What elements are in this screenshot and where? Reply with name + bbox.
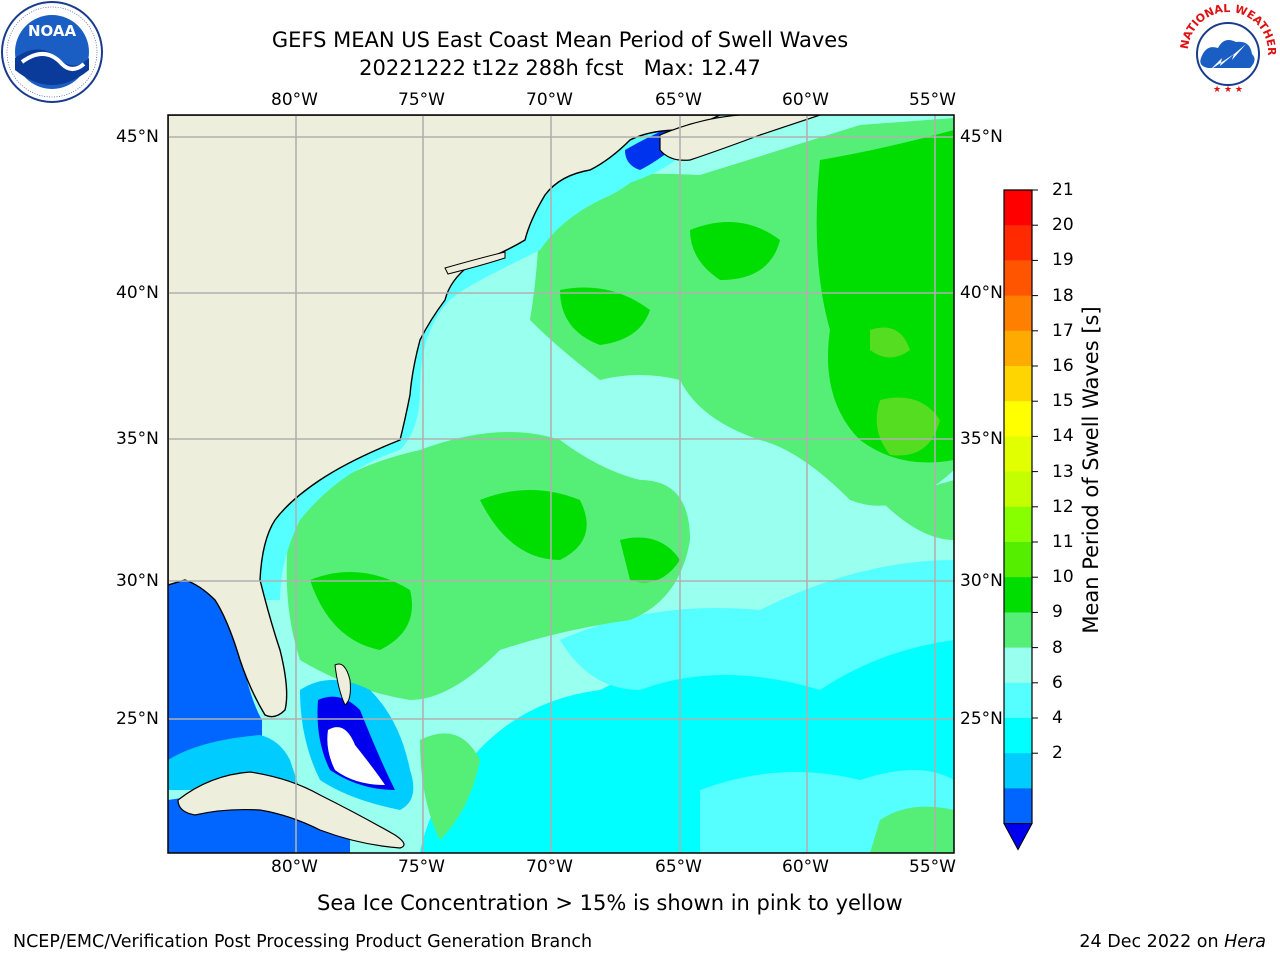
period-region-10-11-d (816, 130, 954, 463)
chart-title: GEFS MEAN US East Coast Mean Period of S… (271, 28, 849, 52)
chart-subtitle: 20221222 t12z 288h fcst Max: 12.47 (359, 56, 761, 80)
lat-label-right-40n: 40°N (960, 283, 1003, 303)
lon-label-top-65w: 65°W (655, 90, 702, 110)
lon-label-bottom-65w: 65°W (655, 857, 702, 877)
land-us (168, 115, 721, 718)
colorbar-swatch (1004, 682, 1032, 719)
colorbar-tick-label: 11 (1052, 532, 1074, 552)
footer-date-text: 24 Dec 2022 on (1079, 932, 1225, 952)
land-long-island (444, 251, 506, 275)
land-bahamas (334, 663, 351, 706)
nws-logo-icon: NATIONAL WEATHER SERVICE ★ ★ ★ (1176, 0, 1278, 98)
colorbar-swatch (1004, 506, 1032, 543)
lat-label-left-30n: 30°N (116, 571, 159, 591)
sea-ice-caption: Sea Ice Concentration > 15% is shown in … (317, 891, 903, 915)
period-region-10-11-b (480, 490, 587, 560)
colorbar-swatch (1004, 260, 1032, 297)
lon-label-bottom-80w: 80°W (271, 857, 318, 877)
lon-label-top-60w: 60°W (782, 90, 829, 110)
colorbar-tick-label: 6 (1052, 672, 1063, 693)
lat-label-left-35n: 35°N (116, 429, 159, 449)
colorbar (1003, 189, 1038, 851)
lon-label-bottom-75w: 75°W (398, 857, 445, 877)
noaa-logo-icon: NOAA (1, 1, 103, 103)
lon-label-top-55w: 55°W (909, 90, 956, 110)
period-region-6-8 (560, 560, 954, 690)
colorbar-swatch (1004, 647, 1032, 684)
colorbar-tick-label: 18 (1052, 285, 1074, 306)
colorbar-tick-label: 12 (1052, 496, 1074, 517)
period-region-10-11-c (560, 287, 650, 345)
period-region-9-10-se (870, 806, 954, 853)
colorbar-label: Mean Period of Swell Waves [s] (1079, 306, 1103, 633)
period-region-11-12-a (876, 397, 940, 456)
period-region-10-11-e (690, 222, 780, 280)
lon-label-bottom-55w: 55°W (909, 857, 956, 877)
gulf-region-2-4 (168, 580, 262, 775)
period-region-10-11-a (310, 572, 412, 650)
colorbar-tick-label: 19 (1052, 250, 1074, 271)
colorbar-swatch (1004, 718, 1032, 754)
colorbar-tick-label: 14 (1052, 426, 1074, 447)
lon-label-top-75w: 75°W (398, 90, 445, 110)
footer-credit: NCEP/EMC/Verification Post Processing Pr… (13, 932, 593, 952)
footer-date: 24 Dec 2022 on Hera (1079, 932, 1266, 952)
noaa-logo-text: NOAA (28, 22, 77, 40)
land-cuba (177, 771, 405, 849)
colorbar-tick-label: 8 (1052, 637, 1063, 658)
colorbar-swatch (1004, 225, 1032, 261)
lon-label-top-70w: 70°W (526, 90, 573, 110)
colorbar-swatch (1004, 542, 1032, 578)
colorbar-tick-label: 16 (1052, 356, 1074, 376)
map-area (168, 115, 954, 853)
colorbar-swatch (1004, 577, 1032, 613)
colorbar-tick-label: 20 (1052, 215, 1074, 236)
lat-label-right-45n: 45°N (960, 127, 1003, 147)
colorbar-tick-label: 4 (1052, 708, 1063, 728)
colorbar-tick-label: 13 (1052, 461, 1074, 482)
colorbar-swatch (1004, 436, 1032, 473)
bahamas-shallow-white (327, 727, 385, 785)
lon-label-top-80w: 80°W (271, 90, 318, 110)
colorbar-tick-label: 9 (1052, 602, 1063, 623)
lat-label-left-45n: 45°N (116, 127, 159, 147)
lat-label-left-25n: 25°N (116, 709, 159, 729)
colorbar-swatch (1004, 753, 1032, 789)
colorbar-tick-label: 21 (1052, 180, 1074, 200)
colorbar-tick-label: 2 (1052, 743, 1063, 764)
colorbar-tick-label: 17 (1052, 320, 1074, 341)
lat-label-right-25n: 25°N (960, 709, 1003, 729)
colorbar-swatch (1004, 190, 1032, 226)
colorbar-swatch (1004, 788, 1032, 825)
lon-label-bottom-60w: 60°W (782, 857, 829, 877)
lat-label-right-30n: 30°N (960, 571, 1003, 591)
graticule (168, 115, 954, 853)
svg-text:★ ★ ★: ★ ★ ★ (1213, 85, 1243, 95)
colorbar-swatch (1004, 401, 1032, 437)
lat-label-left-40n: 40°N (116, 283, 159, 303)
map-frame (167, 114, 955, 854)
period-region-11-12-b (870, 327, 910, 358)
colorbar-swatch (1004, 330, 1032, 367)
footer-host: Hera (1224, 932, 1266, 952)
colorbar-under-arrow (1003, 823, 1033, 851)
colorbar-tick-label: 10 (1052, 567, 1074, 588)
colorbar-swatch (1004, 295, 1032, 332)
lon-label-bottom-70w: 70°W (526, 857, 573, 877)
period-region-9-10-sw (420, 733, 480, 840)
period-region-10-11-f (620, 537, 680, 583)
colorbar-tick-label: 15 (1052, 391, 1074, 412)
lat-label-right-35n: 35°N (960, 429, 1003, 449)
colorbar-swatch (1004, 366, 1032, 402)
colorbar-swatch (1004, 471, 1032, 508)
colorbar-swatch (1004, 612, 1032, 649)
